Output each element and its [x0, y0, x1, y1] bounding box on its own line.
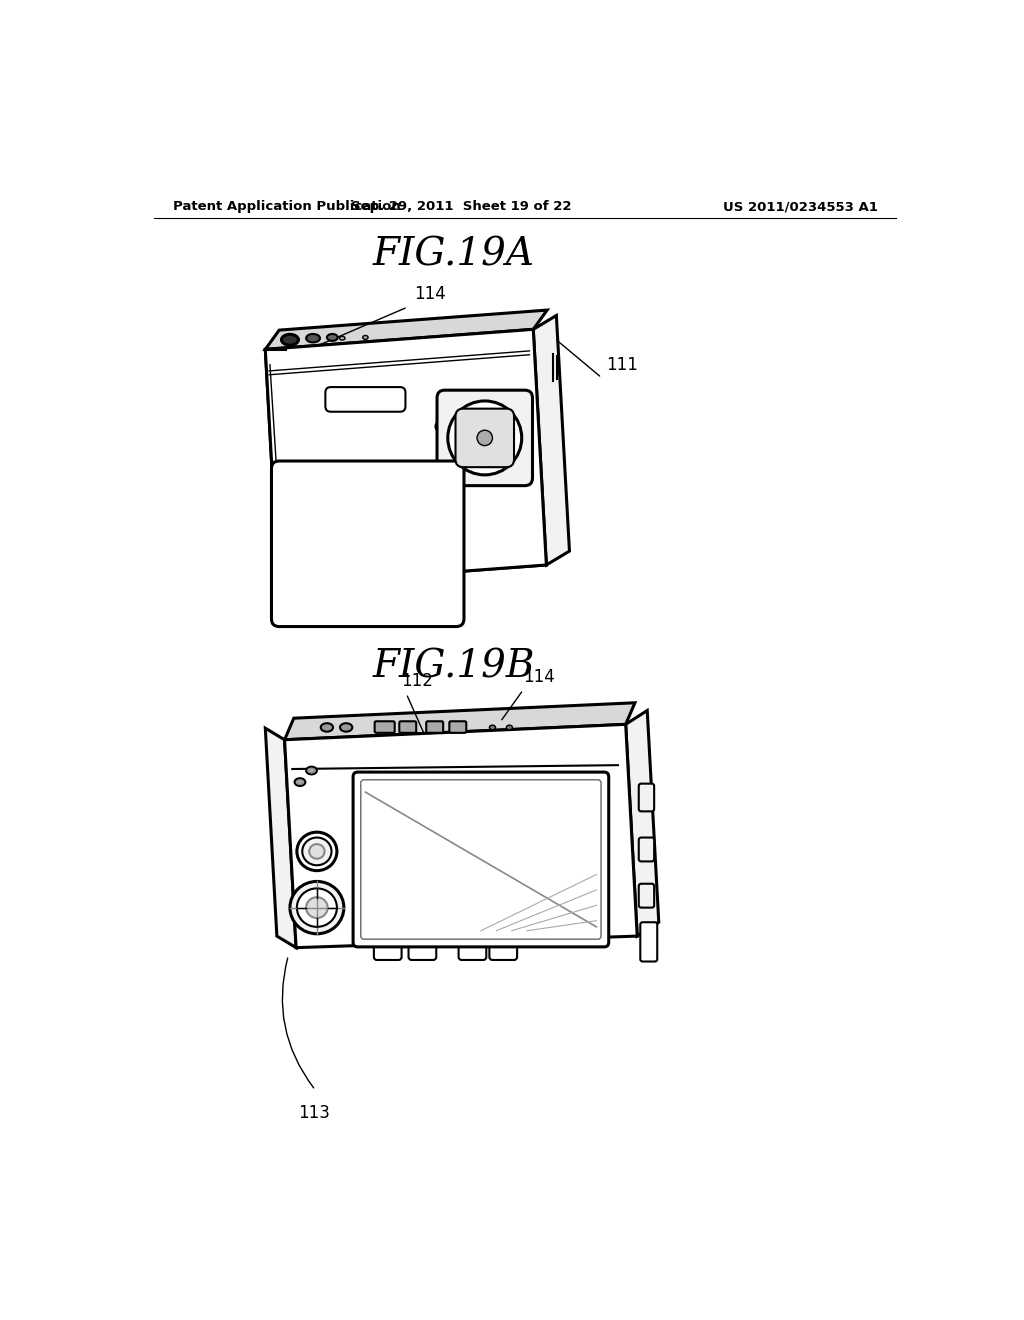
FancyBboxPatch shape: [271, 461, 464, 627]
Ellipse shape: [506, 725, 512, 730]
Text: 114: 114: [523, 668, 555, 686]
FancyBboxPatch shape: [426, 721, 443, 733]
Ellipse shape: [302, 837, 332, 866]
Polygon shape: [285, 725, 637, 948]
Ellipse shape: [295, 779, 305, 785]
FancyBboxPatch shape: [409, 942, 436, 960]
Text: FIG.19B: FIG.19B: [373, 648, 536, 685]
Ellipse shape: [297, 832, 337, 871]
FancyBboxPatch shape: [374, 942, 401, 960]
Ellipse shape: [290, 882, 344, 933]
Ellipse shape: [362, 335, 368, 339]
Polygon shape: [265, 729, 296, 948]
Text: FIG.19A: FIG.19A: [373, 236, 535, 273]
Polygon shape: [534, 315, 569, 565]
Ellipse shape: [282, 334, 298, 345]
FancyBboxPatch shape: [639, 784, 654, 812]
FancyBboxPatch shape: [459, 942, 486, 960]
Text: US 2011/0234553 A1: US 2011/0234553 A1: [723, 201, 878, 214]
Polygon shape: [285, 702, 635, 739]
FancyBboxPatch shape: [640, 923, 657, 961]
Ellipse shape: [306, 767, 316, 775]
Polygon shape: [265, 330, 547, 585]
Text: 114: 114: [414, 285, 445, 304]
Ellipse shape: [309, 843, 325, 859]
FancyBboxPatch shape: [437, 391, 532, 486]
Ellipse shape: [297, 888, 337, 927]
FancyBboxPatch shape: [399, 721, 416, 733]
Polygon shape: [265, 330, 547, 585]
FancyBboxPatch shape: [639, 884, 654, 908]
Polygon shape: [265, 310, 547, 350]
Ellipse shape: [340, 337, 345, 341]
Ellipse shape: [477, 430, 493, 446]
Ellipse shape: [306, 898, 328, 917]
Ellipse shape: [435, 420, 450, 433]
Text: Patent Application Publication: Patent Application Publication: [173, 201, 400, 214]
FancyBboxPatch shape: [326, 387, 406, 412]
Text: Sep. 29, 2011  Sheet 19 of 22: Sep. 29, 2011 Sheet 19 of 22: [351, 201, 572, 214]
Ellipse shape: [340, 723, 352, 731]
Ellipse shape: [308, 768, 314, 774]
FancyBboxPatch shape: [456, 409, 514, 467]
Ellipse shape: [297, 780, 303, 784]
Ellipse shape: [306, 334, 319, 342]
Ellipse shape: [321, 723, 333, 731]
FancyBboxPatch shape: [450, 721, 466, 733]
Ellipse shape: [457, 411, 512, 466]
FancyBboxPatch shape: [489, 942, 517, 960]
Polygon shape: [626, 710, 658, 936]
Text: 113: 113: [298, 1104, 331, 1122]
Ellipse shape: [327, 334, 338, 341]
Text: 111: 111: [606, 356, 638, 374]
FancyBboxPatch shape: [375, 721, 394, 733]
FancyBboxPatch shape: [353, 772, 608, 946]
Ellipse shape: [489, 725, 496, 730]
FancyBboxPatch shape: [639, 837, 654, 862]
FancyBboxPatch shape: [360, 780, 601, 940]
Text: 112: 112: [401, 672, 433, 689]
Ellipse shape: [447, 401, 521, 475]
